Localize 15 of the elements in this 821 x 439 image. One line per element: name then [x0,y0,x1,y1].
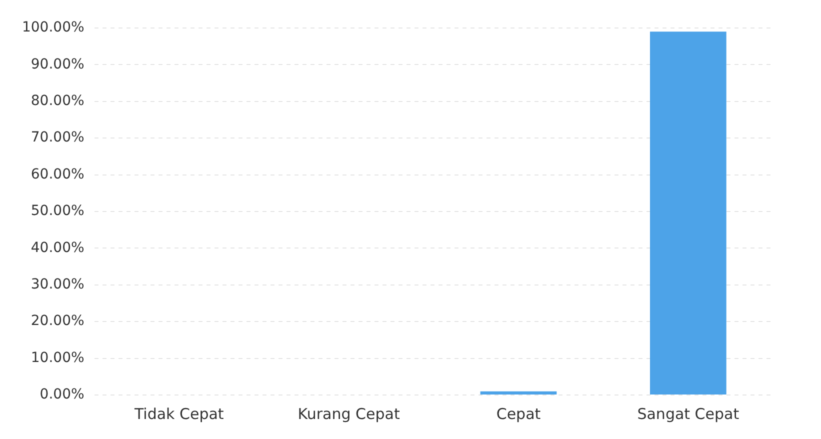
y-tick-label: 30.00% [30,276,84,293]
y-tick-label: 40.00% [30,240,84,256]
y-tick-label: 20.00% [30,313,84,330]
y-tick-label: 60.00% [30,166,84,182]
x-tick-label: Cepat [496,404,541,423]
y-tick-label: 90.00% [30,56,84,72]
y-tick-label: 80.00% [30,93,84,110]
x-tick-label: Tidak Cepat [133,404,224,423]
y-tick-label: 10.00% [30,350,84,366]
y-tick-label: 100.00% [22,20,84,36]
y-tick-label: 0.00% [40,386,84,403]
x-tick-label: Sangat Cepat [637,404,740,423]
y-tick-label: 50.00% [30,203,84,220]
x-tick-label: Kurang Cepat [298,404,400,423]
y-tick-label: 70.00% [30,130,84,146]
